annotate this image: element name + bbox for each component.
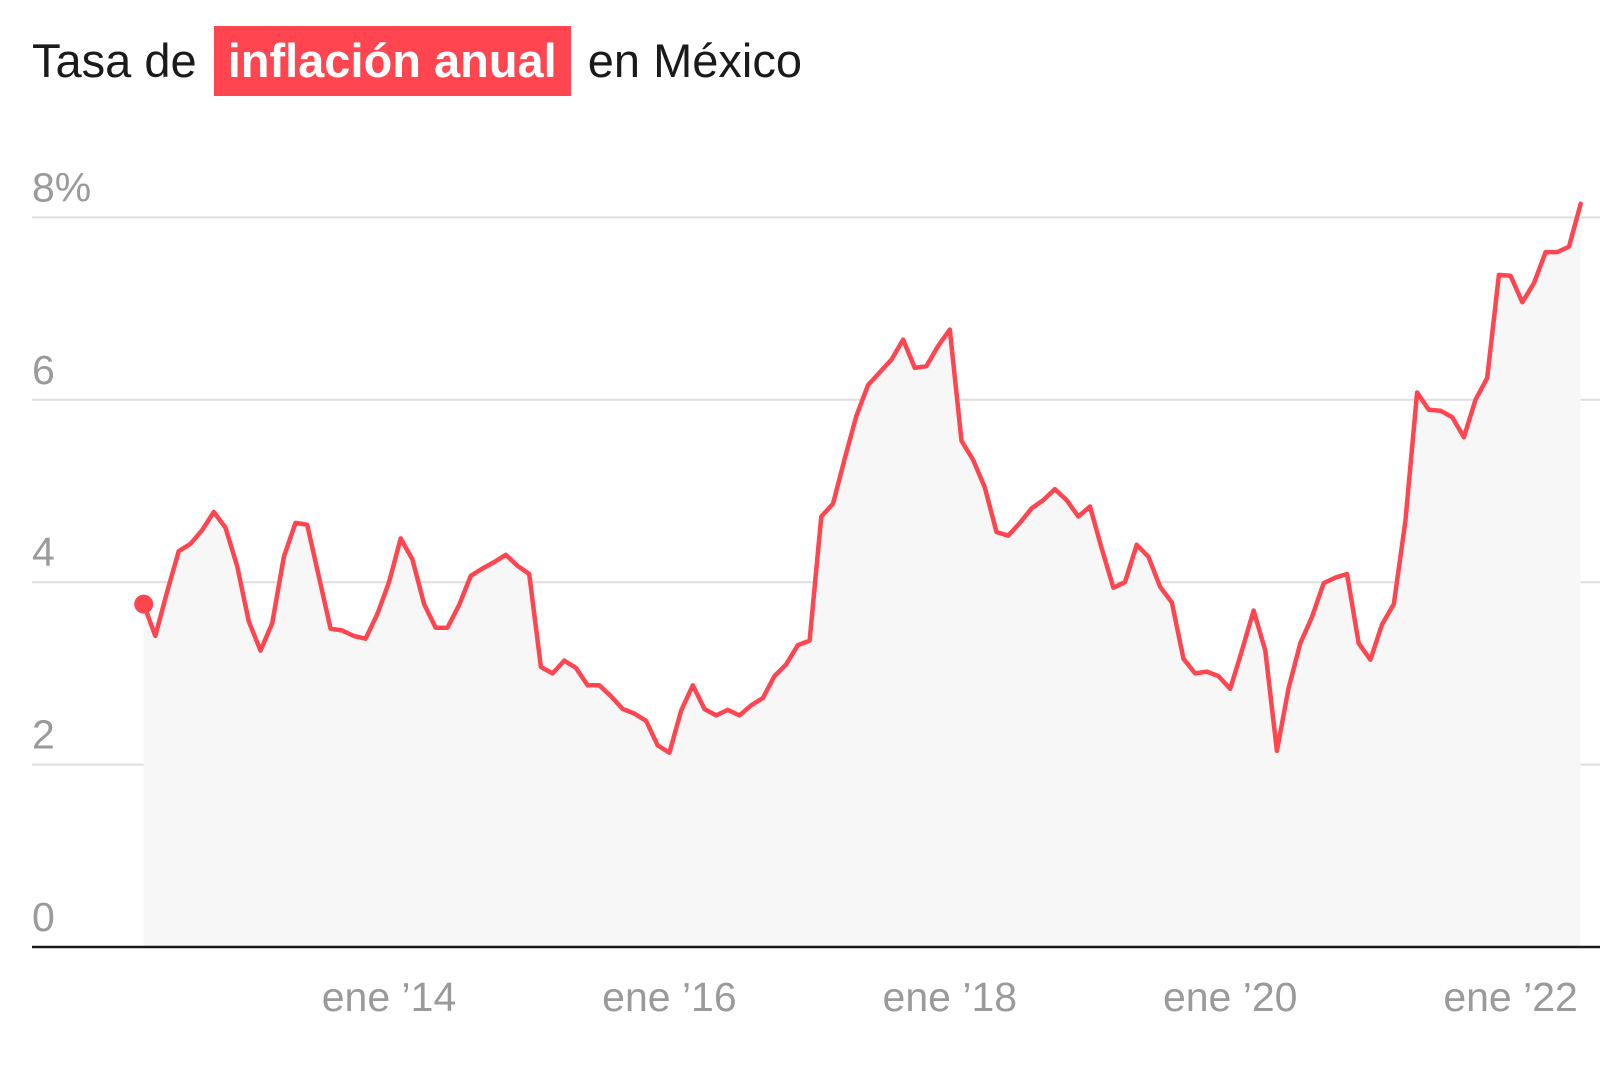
y-tick-label: 0 <box>32 894 55 940</box>
series-area <box>143 203 1581 947</box>
y-tick-label: 8% <box>32 164 91 210</box>
y-tick-label: 6 <box>32 347 55 393</box>
chart-title: Tasa de inflación anual en México <box>32 26 802 96</box>
y-tick-label: 4 <box>32 529 55 575</box>
series-start-dot <box>134 594 154 614</box>
x-tick-label: ene ’22 <box>1443 974 1578 1020</box>
title-highlight: inflación anual <box>213 26 571 96</box>
x-tick-label: ene ’14 <box>322 974 457 1020</box>
x-tick-label: ene ’20 <box>1163 974 1298 1020</box>
title-prefix: Tasa de <box>32 34 197 87</box>
x-tick-label: ene ’18 <box>883 974 1018 1020</box>
title-suffix: en México <box>587 34 803 87</box>
y-tick-label: 2 <box>32 712 55 758</box>
series-line <box>141 201 1583 755</box>
x-tick-label: ene ’16 <box>602 974 737 1020</box>
